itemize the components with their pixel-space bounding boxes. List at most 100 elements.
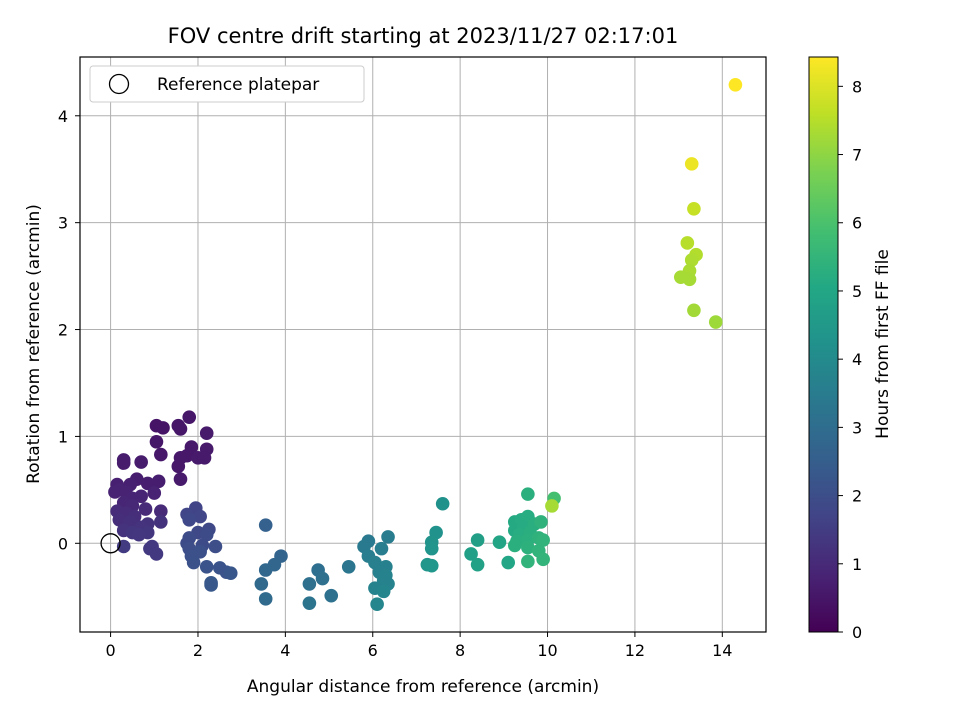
data-point (424, 541, 439, 556)
data-point (154, 504, 168, 519)
data-point (254, 577, 269, 591)
colorbar-gradient (808, 56, 839, 633)
plot-frame (79, 56, 767, 633)
colorbar-tick-label: 8 (852, 77, 862, 96)
data-point (182, 410, 197, 424)
colorbar-tick-label: 1 (852, 555, 862, 574)
grid-lines (80, 57, 766, 632)
data-point (680, 236, 695, 250)
x-tick-label: 6 (368, 641, 378, 660)
x-axis-label: Angular distance from reference (arcmin) (247, 677, 599, 697)
y-tick-label: 2 (58, 321, 68, 340)
chart-title: FOV centre drift starting at 2023/11/27 … (168, 24, 679, 48)
data-point (521, 554, 535, 569)
data-point (182, 512, 197, 527)
colorbar-tick-label: 6 (852, 214, 862, 233)
data-point (687, 201, 701, 216)
x-tick-label: 4 (280, 641, 290, 660)
data-point (521, 540, 535, 555)
data-point (302, 596, 317, 610)
data-point (507, 538, 522, 553)
data-point (199, 560, 214, 574)
colorbar-ticks: 0 1 2 3 4 5 6 7 8 (838, 77, 862, 642)
data-point (258, 592, 273, 606)
data-point (315, 571, 330, 586)
data-point (154, 515, 168, 529)
y-axis-label: Rotation from reference (arcmin) (24, 204, 44, 484)
data-points (108, 77, 743, 612)
data-point (140, 476, 155, 491)
data-point (151, 474, 166, 489)
data-point (258, 518, 273, 532)
data-point (258, 563, 273, 577)
reference-platepar-point (100, 533, 121, 554)
data-point (199, 527, 214, 542)
data-point (324, 588, 339, 603)
colorbar-tick-label: 4 (852, 350, 862, 369)
x-tick-label: 2 (193, 641, 203, 660)
x-tick-label: 8 (455, 641, 465, 660)
x-tick-label: 10 (537, 641, 557, 660)
y-tick-label: 1 (58, 427, 68, 446)
data-point (545, 499, 559, 513)
data-point (197, 450, 212, 465)
data-point (302, 577, 317, 591)
data-point (173, 472, 188, 486)
data-point (684, 253, 699, 267)
data-point (470, 533, 485, 547)
data-point (180, 448, 194, 463)
y-tick-label: 4 (58, 107, 68, 126)
y-tick-label: 3 (58, 214, 68, 233)
data-point (173, 422, 188, 436)
data-point (492, 535, 507, 550)
data-point (381, 530, 395, 544)
data-point (424, 558, 439, 573)
data-point (728, 77, 743, 92)
legend: Reference platepar (89, 65, 365, 103)
data-point (376, 584, 391, 599)
colorbar-label: Hours from first FF file (873, 249, 893, 439)
colorbar-tick-label: 5 (852, 282, 862, 301)
data-point (132, 527, 146, 542)
data-point (149, 434, 164, 449)
data-point (156, 421, 170, 435)
legend-reference-marker (108, 73, 130, 95)
data-point (199, 426, 214, 441)
data-point (687, 303, 701, 318)
legend-box (89, 65, 365, 103)
data-point (536, 533, 550, 547)
data-point (147, 486, 162, 500)
data-point (193, 509, 207, 524)
data-point (684, 157, 699, 171)
x-axis-ticks: 0 2 4 6 8 10 12 14 (105, 632, 732, 660)
data-point (208, 539, 223, 554)
data-point (470, 557, 485, 572)
data-point (108, 485, 122, 499)
data-point (521, 487, 535, 501)
data-point (370, 597, 384, 612)
data-point (682, 272, 697, 287)
x-tick-label: 14 (712, 641, 732, 660)
data-point (112, 512, 127, 527)
data-point (154, 447, 168, 462)
colorbar-tick-label: 7 (852, 146, 862, 165)
data-point (186, 555, 201, 570)
colorbar-tick-label: 3 (852, 418, 862, 437)
data-point (204, 578, 218, 592)
data-point (171, 459, 186, 474)
data-point (501, 555, 516, 570)
y-tick-label: 0 (58, 534, 68, 553)
y-axis-ticks: 0 1 2 3 4 (58, 107, 80, 553)
data-point (116, 456, 131, 470)
data-point (341, 560, 356, 574)
colorbar-tick-label: 0 (852, 623, 862, 642)
data-point (464, 547, 478, 561)
data-point (134, 455, 148, 469)
data-point (149, 547, 164, 561)
x-tick-label: 0 (105, 641, 115, 660)
reference-marker (100, 533, 121, 554)
data-point (374, 541, 389, 556)
data-point (435, 496, 450, 511)
data-point (708, 315, 723, 329)
